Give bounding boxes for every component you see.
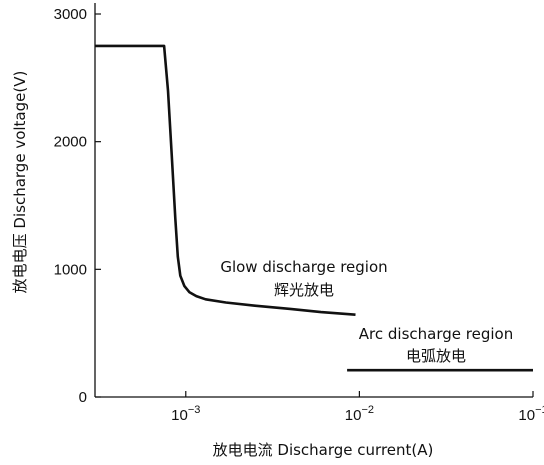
x-axis-ticks: 10−310−210−1 (171, 391, 544, 424)
glow-discharge-curve (95, 44, 356, 316)
glow-region-label-zh: 辉光放电 (274, 281, 334, 299)
glow-region-label-en: Glow discharge region (220, 258, 387, 276)
glow-region-annotation: Glow discharge region 辉光放电 (220, 258, 387, 299)
x-tick-label: 10−1 (518, 404, 544, 424)
x-tick-exponent: −1 (535, 404, 544, 416)
x-axis-title: 放电电流 Discharge current(A) (213, 441, 434, 459)
x-tick-base: 10 (171, 407, 188, 424)
arc-region-label-en: Arc discharge region (359, 325, 513, 343)
y-axis-title: 放电电压 Discharge voltage(V) (11, 71, 29, 294)
arc-region-annotation: Arc discharge region 电弧放电 (359, 325, 513, 365)
x-tick-base: 10 (345, 407, 362, 424)
y-tick-label: 2000 (54, 134, 87, 151)
x-tick-exponent: −3 (188, 404, 201, 416)
x-tick-base: 10 (518, 407, 535, 424)
x-tick-label: 10−2 (345, 404, 374, 424)
arc-region-label-zh: 电弧放电 (406, 347, 466, 365)
x-tick-label: 10−3 (171, 404, 200, 424)
x-tick-exponent: −2 (361, 404, 374, 416)
y-tick-label: 0 (79, 389, 87, 406)
y-tick-label: 1000 (54, 261, 87, 278)
y-tick-label: 3000 (54, 6, 87, 23)
y-axis-ticks: 0 1000 2000 3000 (54, 6, 101, 406)
series-layer (95, 44, 533, 372)
plot-frame (94, 3, 533, 398)
